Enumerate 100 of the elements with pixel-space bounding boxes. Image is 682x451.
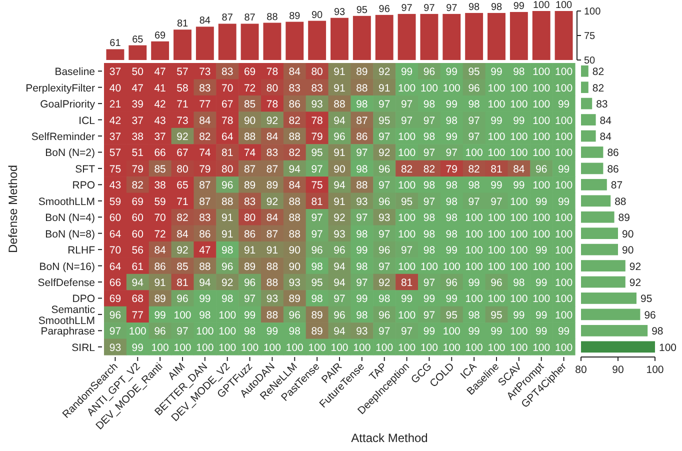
data-label: 100 bbox=[174, 309, 192, 322]
data-label: 93 bbox=[378, 212, 390, 224]
data-label: 100 bbox=[263, 342, 282, 354]
data-label: 100 bbox=[151, 342, 169, 354]
data-label: 89 bbox=[288, 293, 301, 306]
data-label: 99 bbox=[536, 277, 548, 289]
data-label: 99 bbox=[558, 196, 570, 208]
data-label: 97 bbox=[400, 114, 413, 127]
data-label: 73 bbox=[176, 114, 188, 127]
data-label: 83 bbox=[199, 82, 211, 94]
data-label: 92 bbox=[222, 277, 234, 289]
data-label: 99 bbox=[446, 98, 458, 111]
data-label: 37 bbox=[132, 114, 144, 127]
data-label: 78 bbox=[311, 114, 324, 127]
data-label: 74 bbox=[199, 147, 211, 160]
data-label: 97 bbox=[356, 277, 368, 289]
data-label: 98 bbox=[513, 66, 525, 78]
data-label: 43 bbox=[109, 180, 122, 192]
data-label: 88 bbox=[334, 98, 346, 111]
data-label: 99 bbox=[536, 309, 548, 322]
data-label: 98 bbox=[446, 196, 458, 208]
data-label: 100 bbox=[532, 260, 550, 273]
data-label: 82 bbox=[199, 131, 211, 143]
data-label: 84 bbox=[288, 180, 301, 192]
data-label: 100 bbox=[465, 147, 483, 160]
data-label: 99 bbox=[490, 326, 502, 338]
data-label: 87 bbox=[266, 228, 278, 240]
data-label: 96 bbox=[446, 277, 458, 289]
data-label: 92 bbox=[176, 131, 188, 143]
data-label: 99 bbox=[513, 0, 525, 12]
data-label: 70 bbox=[222, 82, 234, 94]
data-label: 96 bbox=[244, 277, 256, 289]
data-label: 100 bbox=[488, 98, 506, 111]
data-label: 100 bbox=[465, 260, 483, 273]
data-label: 88 bbox=[266, 309, 278, 322]
data-label: 94 bbox=[334, 260, 346, 273]
data-label: 89 bbox=[311, 326, 324, 338]
data-label: 100 bbox=[241, 342, 259, 354]
data-label: 92 bbox=[629, 277, 642, 289]
data-label: 100 bbox=[555, 244, 573, 257]
data-label: 97 bbox=[468, 114, 480, 127]
data-label: 99 bbox=[536, 196, 548, 208]
data-label: 99 bbox=[446, 66, 458, 78]
y-tick-label: ICL bbox=[78, 114, 96, 127]
data-label: 97 bbox=[356, 212, 368, 224]
data-label: 97 bbox=[400, 326, 413, 338]
data-label: 97 bbox=[244, 293, 256, 306]
data-label: 99 bbox=[558, 326, 570, 338]
data-label: 100 bbox=[488, 147, 506, 160]
data-label: 100 bbox=[488, 260, 506, 273]
data-label: 100 bbox=[376, 342, 394, 354]
data-label: 97 bbox=[109, 326, 122, 338]
data-label: 88 bbox=[222, 196, 234, 208]
data-label: 69 bbox=[109, 293, 122, 306]
data-label: 80 bbox=[244, 212, 256, 224]
data-label: 100 bbox=[488, 82, 506, 94]
data-label: 77 bbox=[199, 98, 211, 111]
data-label: 47 bbox=[199, 244, 211, 257]
data-label: 82 bbox=[592, 82, 604, 94]
data-label: 100 bbox=[510, 244, 528, 257]
data-label: 100 bbox=[442, 326, 461, 338]
data-label: 86 bbox=[288, 98, 301, 111]
data-label: 91 bbox=[334, 66, 346, 78]
data-label: 83 bbox=[244, 196, 256, 208]
data-label: 100 bbox=[510, 82, 528, 94]
data-label: 82 bbox=[468, 163, 480, 176]
data-label: 100 bbox=[510, 326, 528, 338]
data-label: 96 bbox=[490, 277, 502, 289]
data-label: 98 bbox=[356, 98, 368, 111]
data-label: 94 bbox=[199, 277, 211, 289]
data-label: 88 bbox=[266, 260, 278, 273]
data-label: 91 bbox=[334, 82, 346, 94]
data-label: 92 bbox=[378, 277, 390, 289]
data-label: 78 bbox=[222, 114, 234, 127]
data-label: 50 bbox=[132, 66, 144, 78]
data-label: 82 bbox=[288, 114, 301, 127]
data-label: 91 bbox=[334, 147, 346, 160]
data-label: 77 bbox=[132, 309, 144, 322]
data-label: 97 bbox=[334, 293, 346, 306]
data-label: 98 bbox=[468, 2, 480, 13]
data-label: 100 bbox=[555, 212, 573, 224]
data-label: 86 bbox=[356, 131, 368, 143]
data-label: 100 bbox=[555, 260, 573, 273]
data-label: 91 bbox=[266, 244, 278, 257]
y-tick-label: PerplexityFilter bbox=[26, 82, 96, 94]
data-label: 99 bbox=[132, 342, 144, 354]
data-label: 80 bbox=[176, 163, 188, 176]
data-label: 91 bbox=[244, 244, 256, 257]
data-label: 96 bbox=[334, 131, 346, 143]
data-label: 100 bbox=[532, 293, 550, 306]
data-label: 82 bbox=[176, 212, 188, 224]
data-label: 96 bbox=[154, 326, 166, 338]
data-label: 99 bbox=[400, 293, 413, 306]
data-label: 99 bbox=[468, 277, 480, 289]
data-label: 38 bbox=[132, 131, 144, 143]
data-label: 94 bbox=[132, 277, 144, 289]
data-label: 84 bbox=[199, 114, 211, 127]
data-label: 98 bbox=[468, 180, 480, 192]
data-label: 100 bbox=[398, 147, 416, 160]
data-label: 69 bbox=[244, 66, 256, 78]
